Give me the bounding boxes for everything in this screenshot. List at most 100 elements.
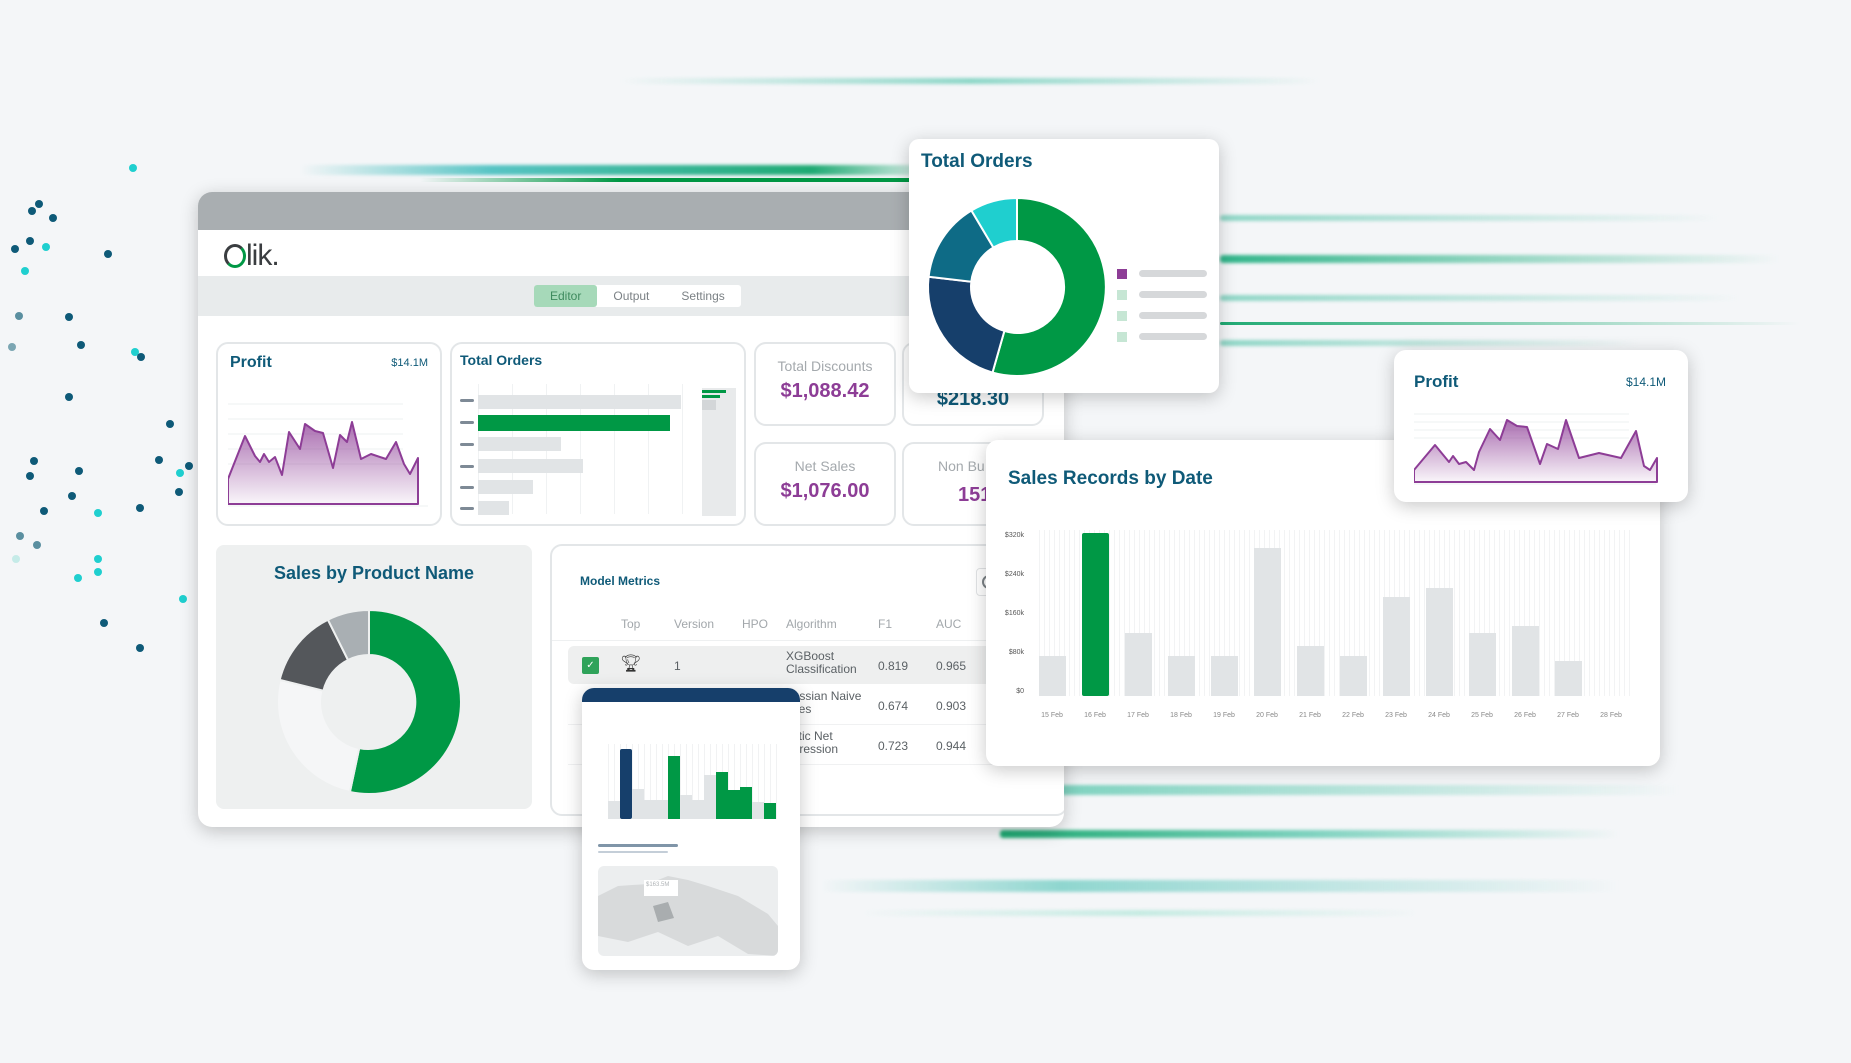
tab-settings[interactable]: Settings [681, 289, 725, 303]
cell-f1: 0.819 [878, 659, 909, 673]
floating-profit-title: Profit [1414, 372, 1459, 391]
bar-15-feb[interactable] [1039, 656, 1066, 696]
legend-item[interactable] [1117, 286, 1207, 307]
kpi-total-discounts[interactable]: Total Discounts $1,088.42 [754, 342, 896, 426]
hbar-3[interactable] [478, 437, 561, 451]
xtick: 21 Feb [1299, 712, 1321, 719]
bar-25-feb[interactable] [1469, 633, 1496, 696]
table-row[interactable]: ✓ 🏆︎ 1 XGBoost Classification 0.819 0.965 [568, 646, 1064, 684]
col-top[interactable]: Top [621, 617, 641, 631]
bar-21-feb[interactable] [1297, 646, 1324, 696]
mini-map[interactable]: $163.5M [598, 866, 778, 956]
mini-bar-green [764, 803, 776, 819]
qlik-logo[interactable]: lik. [224, 236, 280, 273]
cell-f1: 0.674 [878, 699, 909, 713]
xtick: 19 Feb [1213, 712, 1235, 719]
ylabel-placeholder [460, 486, 474, 489]
profit-value: $14.1M [391, 357, 428, 369]
sales-by-product-card[interactable]: Sales by Product Name [216, 545, 532, 809]
map-tooltip: $163.5M [644, 880, 678, 896]
bar-24-feb[interactable] [1426, 588, 1453, 696]
legend-label-placeholder [1139, 312, 1207, 320]
ytick: $320k [1004, 532, 1024, 539]
ylabel-placeholder [460, 399, 474, 402]
floating-total-orders-card[interactable]: Total Orders [909, 139, 1219, 393]
kpi-value: $218.30 [936, 388, 1010, 410]
legend-swatch [1117, 289, 1127, 300]
profit-area-chart [228, 403, 428, 507]
legend-label-placeholder [1139, 333, 1207, 341]
algo-line2: Classification [786, 662, 857, 676]
mini-bar-green [728, 790, 740, 819]
bar-22-feb[interactable] [1340, 656, 1367, 696]
ytick: $240k [1004, 571, 1024, 578]
floating-profit-area-chart [1414, 413, 1658, 485]
minimap-bar [702, 395, 720, 398]
legend-item[interactable] [1117, 328, 1207, 349]
col-auc[interactable]: AUC [936, 617, 962, 631]
kpi-label: Net Sales [794, 458, 856, 474]
tab-editor[interactable]: Editor [534, 285, 598, 307]
hbar-4[interactable] [478, 459, 583, 473]
sales-records-card[interactable]: Sales Records by Date $320k $240k $160k … [986, 440, 1660, 766]
bar-17-feb[interactable] [1125, 633, 1152, 696]
hbar-2-highlight[interactable] [478, 415, 670, 431]
hbar-1[interactable] [478, 395, 681, 409]
floating-total-orders-title: Total Orders [921, 151, 1033, 172]
hbar-6[interactable] [478, 501, 509, 515]
cell-auc: 0.903 [936, 699, 967, 713]
col-f1[interactable]: F1 [878, 617, 893, 631]
xtick: 20 Feb [1256, 712, 1278, 719]
sales-records-chart: $320k $240k $160k $80k $0 15 Feb 16 Feb … [986, 440, 1660, 766]
bar-26-feb[interactable] [1512, 626, 1539, 696]
ylabel-placeholder [460, 421, 474, 424]
bar-16-feb-highlight[interactable] [1082, 533, 1109, 696]
ylabel-placeholder [460, 507, 474, 510]
ytick: $160k [1004, 610, 1024, 617]
hbar-5[interactable] [478, 480, 533, 494]
xtick: 24 Feb [1428, 712, 1450, 719]
bar-27-feb[interactable] [1555, 661, 1582, 696]
col-hpo[interactable]: HPO [742, 617, 769, 631]
xtick: 15 Feb [1041, 712, 1063, 719]
kpi-label: Non Bu [938, 458, 985, 474]
mini-heading-placeholder [598, 844, 678, 847]
row-checkbox-checked[interactable]: ✓ [582, 657, 599, 674]
legend-item[interactable] [1117, 265, 1207, 286]
algo-line1: XGBoost [786, 649, 835, 663]
bar-20-feb[interactable] [1254, 548, 1281, 696]
algo-line1: aussian Naive [786, 689, 862, 703]
mini-bar-green [740, 787, 752, 819]
mini-bar [704, 775, 716, 819]
mini-bar-green [716, 772, 728, 819]
trophy-icon: 🏆︎ [620, 654, 642, 673]
tab-output[interactable]: Output [613, 289, 650, 303]
donut-legend [1117, 265, 1207, 349]
legend-item[interactable] [1117, 307, 1207, 328]
mini-card-header [582, 688, 800, 702]
kpi-value: $1,088.42 [780, 380, 870, 402]
bar-19-feb[interactable] [1211, 656, 1238, 696]
bar-18-feb[interactable] [1168, 656, 1195, 696]
col-algorithm[interactable]: Algorithm [786, 617, 837, 631]
sales-by-product-donut [275, 608, 462, 795]
legend-swatch [1117, 268, 1127, 279]
kpi-net-sales[interactable]: Net Sales $1,076.00 [754, 442, 896, 526]
xtick: 25 Feb [1471, 712, 1493, 719]
mini-dashboard-card[interactable]: $163.5M [582, 688, 800, 970]
scroll-minimap[interactable] [702, 388, 736, 516]
xtick: 23 Feb [1385, 712, 1407, 719]
legend-label-placeholder [1139, 291, 1207, 299]
xtick: 27 Feb [1557, 712, 1579, 719]
profit-card[interactable]: Profit $14.1M [216, 342, 442, 526]
profit-title: Profit [230, 354, 272, 371]
kpi-label: Total Discounts [777, 358, 873, 374]
floating-profit-card[interactable]: Profit $14.1M [1394, 350, 1688, 502]
bar-23-feb[interactable] [1383, 597, 1410, 696]
cell-version: 1 [674, 659, 681, 673]
col-version[interactable]: Version [674, 617, 715, 631]
kpi-value: 151 [958, 484, 992, 506]
total-orders-card[interactable]: Total Orders [450, 342, 746, 526]
ytick: $0 [1016, 688, 1024, 695]
mini-subheading-placeholder [598, 851, 668, 853]
